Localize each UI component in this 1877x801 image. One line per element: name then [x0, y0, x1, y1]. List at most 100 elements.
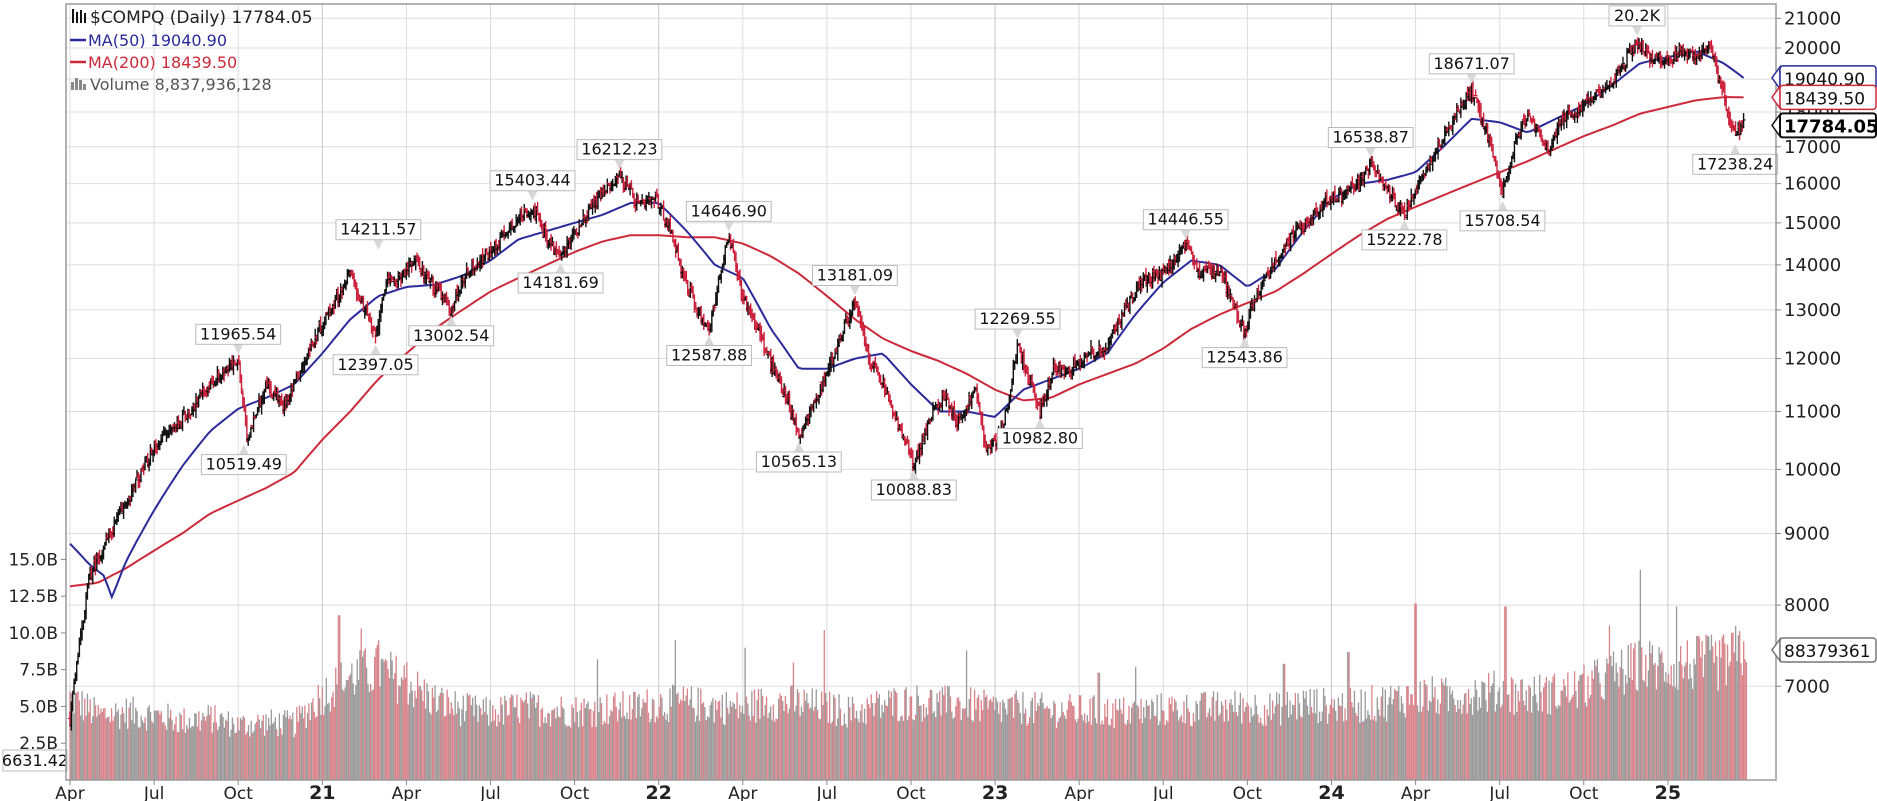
volume-badge-text: 88379361 — [1784, 642, 1871, 662]
annotation-label: 12587.88 — [666, 335, 753, 366]
legend-volume: Volume 8,837,936,128 — [90, 75, 272, 94]
price-bar — [1377, 169, 1382, 184]
start-label: 6631.42 — [2, 749, 68, 772]
x-tick-label: Apr — [55, 784, 84, 801]
annotation-text: 14646.90 — [691, 201, 767, 220]
ma200-badge: 18439.50 — [1771, 84, 1877, 111]
annotation-label: 12269.55 — [974, 308, 1061, 340]
annotation-label: 13002.54 — [408, 315, 495, 347]
price-bar — [1156, 269, 1161, 285]
price-bar — [1273, 250, 1278, 266]
annotation-label: 14646.90 — [685, 200, 772, 232]
volume-tick-label: 5.0B — [19, 697, 58, 717]
x-tick-label: Jul — [1152, 784, 1174, 801]
last-price-badge-text: 17784.05 — [1784, 116, 1877, 137]
y-tick-label: 20000 — [1784, 38, 1841, 59]
annotation-text: 16212.23 — [581, 140, 657, 159]
annotation-text: 10982.80 — [1002, 428, 1078, 447]
price-bar — [1641, 39, 1646, 53]
price-bar — [1456, 105, 1461, 112]
ma50-series — [69, 50, 1745, 600]
annotation-label: 15403.44 — [489, 170, 576, 201]
annotation-label: 13181.09 — [812, 264, 898, 296]
annotation-text: 11965.54 — [200, 324, 276, 343]
annotation-label: 12543.86 — [1201, 337, 1288, 369]
price-bar — [1283, 242, 1288, 256]
annotation-text: 13002.54 — [413, 326, 489, 345]
annotation-text: 17238.24 — [1697, 154, 1773, 173]
annotation-label: 16538.87 — [1327, 127, 1414, 158]
y-tick-label: 7000 — [1784, 676, 1830, 697]
annotation-label: 12397.05 — [332, 344, 419, 376]
x-tick-label: Apr — [1064, 784, 1093, 801]
price-bar — [323, 312, 328, 326]
ma200-series — [69, 96, 1744, 588]
x-tick-label: Jul — [479, 784, 501, 801]
annotation-text: 12397.05 — [337, 355, 413, 374]
y-tick-label: 8000 — [1784, 595, 1830, 616]
annotation-label: 11965.54 — [195, 323, 282, 355]
price-bar — [1256, 284, 1261, 300]
annotation-label: 10982.80 — [997, 418, 1083, 449]
y-tick-label: 17000 — [1784, 137, 1841, 158]
price-bar — [1527, 109, 1532, 116]
annotation-label: 15222.78 — [1361, 219, 1448, 251]
ma200-line — [69, 96, 1744, 588]
annotation-label: 10565.13 — [755, 441, 842, 473]
price-annotations: 10519.49 11965.54 14211.57 12397.0513002.54… — [2, 5, 1779, 772]
price-bar — [1261, 273, 1266, 287]
price-bar — [1055, 365, 1060, 376]
y-tick-label: 21000 — [1784, 8, 1841, 29]
price-bar — [1551, 134, 1556, 148]
volume-tick-label: 7.5B — [19, 661, 58, 681]
start-label-text: 6631.42 — [2, 751, 68, 770]
annotation-text: 10519.49 — [206, 455, 282, 474]
legend-ma50: MA(50) 19040.90 — [88, 31, 227, 50]
y-tick-label: 15000 — [1784, 213, 1841, 234]
y-tick-label: 13000 — [1784, 300, 1841, 321]
price-bar — [1539, 129, 1544, 142]
annotation-label: 14211.57 — [335, 219, 422, 250]
price-bar — [1229, 295, 1234, 300]
y-tick-label: 10000 — [1784, 459, 1841, 480]
price-bar — [1082, 352, 1087, 369]
legend: $COMPQ (Daily) 17784.05 MA(50) 19040.90 … — [70, 8, 313, 94]
annotation-text: 14181.69 — [522, 273, 598, 292]
annotation-text: 12587.88 — [671, 345, 747, 364]
price-bar — [117, 506, 122, 516]
annotation-label: 14181.69 — [517, 262, 604, 294]
x-tick-label: Jul — [143, 784, 165, 801]
annotation-text: 12269.55 — [979, 309, 1055, 328]
y-tick-label: 12000 — [1784, 349, 1841, 370]
last-price-badge: 17784.05 — [1771, 112, 1877, 139]
price-bar — [222, 367, 227, 382]
x-tick-label: 24 — [1318, 782, 1344, 801]
volume-tick-label: 2.5B — [19, 734, 58, 754]
legend-symbol-icon — [72, 9, 86, 23]
price-bar — [1512, 141, 1517, 163]
price-bar — [365, 300, 370, 316]
y-tick-label: 16000 — [1784, 174, 1841, 195]
price-bar — [831, 357, 836, 373]
annotation-label: 15708.54 — [1459, 200, 1546, 232]
price-bar — [1288, 233, 1293, 252]
price-bar — [888, 394, 893, 406]
price-bar — [1324, 189, 1329, 208]
annotation-text: 15403.44 — [494, 171, 570, 190]
volume-tick-label: 15.0B — [8, 550, 58, 570]
ma200-badge-text: 18439.50 — [1784, 89, 1865, 109]
legend-ma200: MA(200) 18439.50 — [88, 53, 237, 72]
price-bar — [550, 236, 555, 247]
annotation-text: 16538.87 — [1333, 128, 1409, 147]
price-bar — [528, 208, 533, 223]
annotation-label: 10519.49 — [200, 444, 287, 476]
annotation-text: 10565.13 — [761, 452, 837, 471]
price-bar — [236, 354, 241, 366]
price-bar — [277, 394, 282, 408]
price-bar — [1157, 266, 1162, 280]
x-tick-label: 25 — [1655, 782, 1681, 801]
x-tick-label: 22 — [645, 782, 671, 801]
x-tick-label: Oct — [223, 784, 253, 801]
